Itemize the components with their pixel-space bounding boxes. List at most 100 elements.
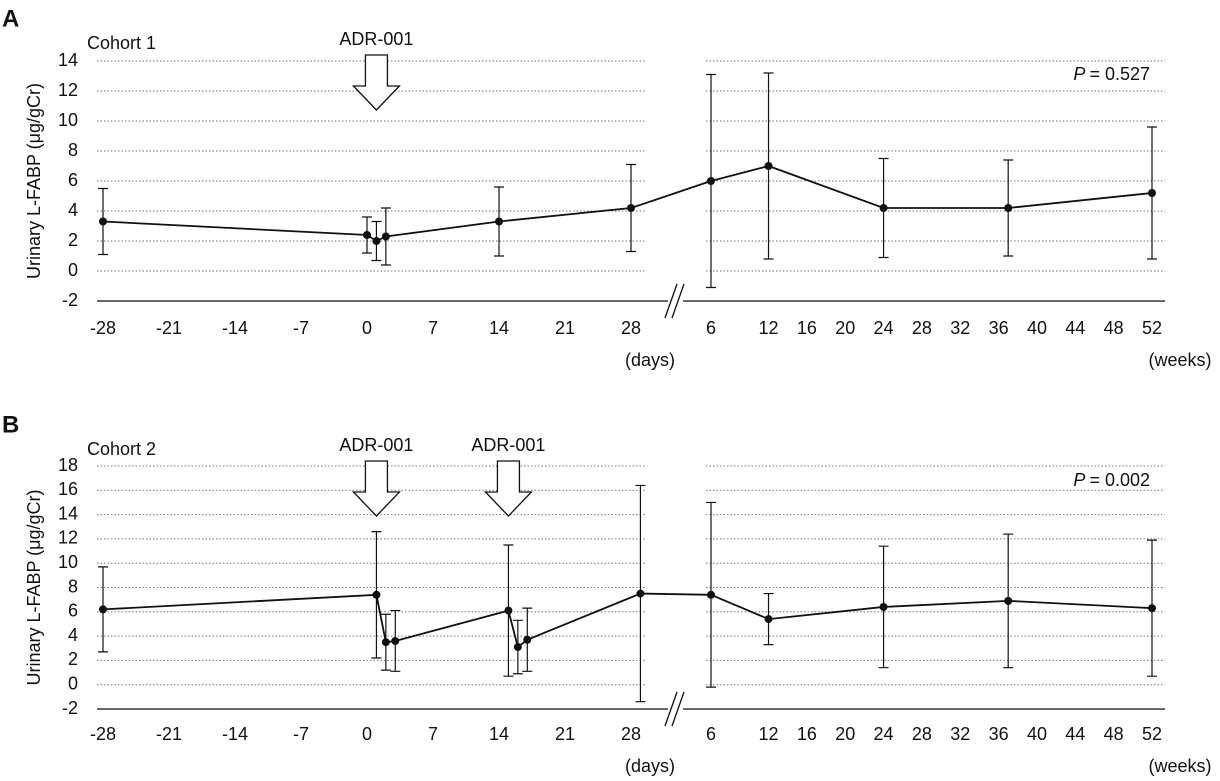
x-tick-label: 12 [759,318,779,338]
x-tick-label: 21 [555,318,575,338]
y-tick-label: 2 [68,230,78,250]
y-tick-label: 8 [68,576,78,596]
x-tick-label: 24 [874,724,894,744]
arrow-label: ADR-001 [339,435,413,455]
data-point [879,204,888,212]
data-point [764,162,773,170]
data-point [372,590,381,599]
data-point [1004,204,1013,212]
series-line [102,592,641,649]
x-tick-label: 40 [1027,318,1047,338]
data-point [513,643,522,652]
x-tick-label: 44 [1065,318,1085,338]
y-tick-label: 2 [68,649,78,669]
x-unit: (weeks) [1148,350,1211,370]
x-unit: (days) [625,756,675,776]
cohort-label: Cohort 1 [87,33,156,53]
data-point [99,605,107,614]
y-tick-label: 10 [58,552,78,572]
axis-break [671,691,685,727]
p-text: = 0.002 [1089,470,1150,490]
axis-break [664,283,678,319]
data-point [636,589,645,598]
p-value: P = 0.527 [1073,64,1150,84]
p-value: P = 0.002 [1073,470,1150,490]
y-tick-label: 14 [58,503,78,523]
x-tick-label: 36 [989,318,1009,338]
data-point [391,636,400,645]
x-tick-label: 24 [874,318,894,338]
y-tick-label: 12 [58,528,78,548]
x-tick-label: 20 [835,318,855,338]
series-line [102,207,632,243]
cohort-label: Cohort 2 [87,439,156,459]
x-tick-label: 32 [950,318,970,338]
x-tick-label: 16 [797,318,817,338]
x-tick-label: 21 [555,724,575,744]
x-tick-label: -14 [222,318,248,338]
p-symbol: P [1073,470,1085,490]
dose-arrow [351,460,401,517]
data-point [381,638,390,647]
arrow-label: ADR-001 [339,29,413,49]
y-tick-label: -2 [62,698,78,718]
x-tick-label: 28 [912,724,932,744]
x-tick-label: 52 [1142,724,1162,744]
y-tick-label: 10 [58,110,78,130]
data-point [495,217,503,226]
data-point [381,232,390,241]
x-tick-label: 48 [1104,724,1124,744]
data-point [707,590,715,599]
x-tick-label: 28 [912,318,932,338]
p-symbol: P [1073,64,1085,84]
x-tick-label: 6 [706,724,716,744]
y-tick-label: 4 [68,625,78,645]
x-tick-label: 28 [621,318,641,338]
x-tick-label: 20 [835,724,855,744]
axis-break [671,283,685,319]
y-tick-label: 16 [58,479,78,499]
series-line-bridge [640,592,712,596]
x-tick-label: 0 [362,724,372,744]
y-tick-label: 0 [68,260,78,280]
x-tick-label: 52 [1142,318,1162,338]
x-tick-label: 14 [489,724,509,744]
x-tick-label: 44 [1065,724,1085,744]
y-axis-label: Urinary L-FABP (μg/gCr) [24,489,44,685]
panel-label: B [2,411,19,438]
data-point [764,615,773,624]
dose-arrow [483,460,533,517]
data-point [363,231,371,239]
y-tick-label: 8 [68,140,78,160]
y-tick-label: 6 [68,170,78,190]
x-tick-label: -28 [90,724,116,744]
y-tick-label: 14 [58,50,78,70]
data-point [523,635,532,644]
x-tick-label: 48 [1104,318,1124,338]
data-point [372,237,381,245]
data-point [504,606,513,615]
x-tick-label: -7 [293,318,309,338]
y-tick-label: -2 [62,290,78,310]
x-unit: (days) [625,350,675,370]
data-point [99,217,107,226]
series-line-bridge [630,180,712,209]
x-tick-label: 14 [489,318,509,338]
axis-break [664,691,678,727]
y-tick-label: 6 [68,601,78,621]
y-axis-label: Urinary L-FABP (μg/gCr) [24,83,44,279]
x-tick-label: 6 [706,318,716,338]
x-tick-label: 36 [989,724,1009,744]
x-tick-label: 28 [621,724,641,744]
arrow-label: ADR-001 [471,435,545,455]
x-tick-label: 7 [428,318,438,338]
x-tick-label: -7 [293,724,309,744]
data-point [879,602,888,611]
series-line [710,593,1153,621]
data-point [1148,189,1156,197]
x-tick-label: 40 [1027,724,1047,744]
panel-label: A [2,5,19,32]
x-tick-label: -14 [222,724,248,744]
